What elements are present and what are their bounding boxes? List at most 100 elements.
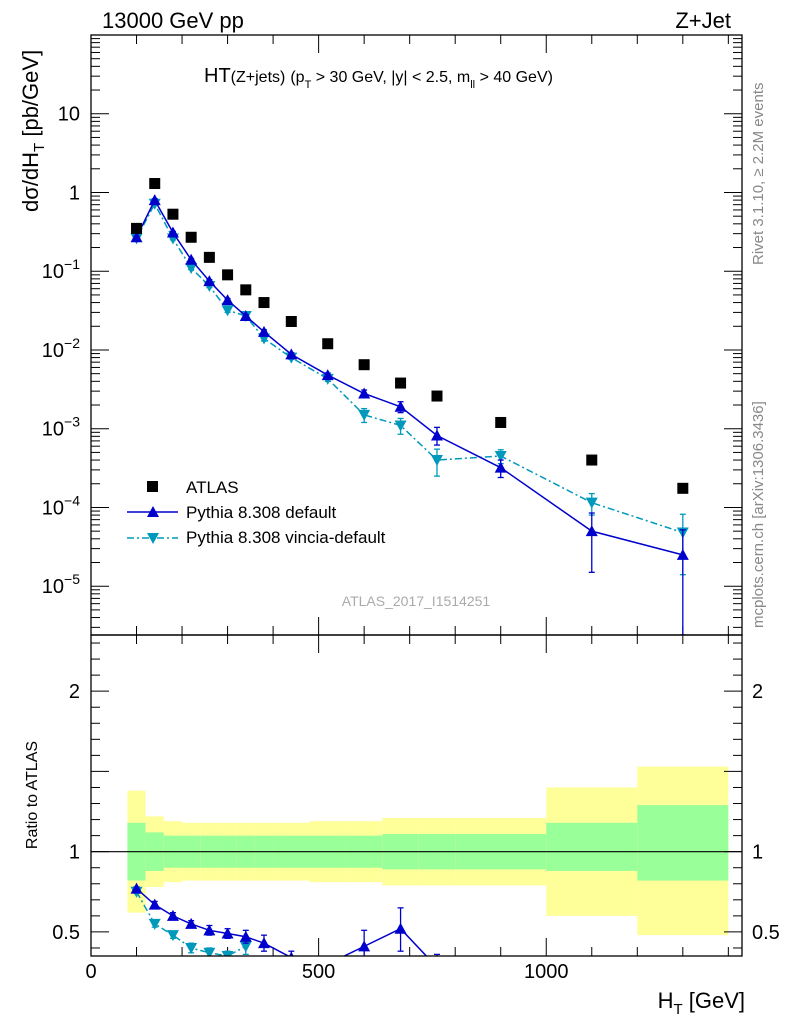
main-y-axis-title-a: dσ/dH bbox=[18, 152, 43, 212]
atlas-point bbox=[258, 297, 270, 309]
pythia-vincia-point bbox=[494, 451, 507, 463]
analysis-watermark: ATLAS_2017_I1514251 bbox=[342, 593, 491, 609]
pythia-vincia-point bbox=[430, 455, 443, 467]
chart-title-cuts-c: > 40 GeV) bbox=[475, 69, 553, 86]
chart-title-cuts-b-sub: ll bbox=[470, 79, 475, 91]
ratio-pythia-default-point bbox=[166, 909, 179, 921]
ratio-pythia-default-point bbox=[358, 940, 371, 952]
main-y-tick-exponent: −5 bbox=[64, 571, 80, 587]
main-y-tick-mantissa: 10 bbox=[42, 261, 64, 283]
ratio-pythia-vincia-point bbox=[203, 947, 216, 956]
atlas-point bbox=[285, 315, 297, 327]
ratio-pythia-default-point bbox=[130, 882, 143, 894]
ratio-y-tick-label: 1 bbox=[69, 842, 80, 864]
ratio-pythia-vincia-point bbox=[166, 930, 179, 942]
pythia-default-point bbox=[239, 310, 252, 322]
ratio-y-tick-label: 2 bbox=[69, 681, 80, 703]
pythia-vincia-point bbox=[585, 497, 598, 509]
main-y-tick-mantissa: 10 bbox=[42, 419, 64, 441]
rivet-version-label: Rivet 3.1.10, ≥ 2.2M events bbox=[750, 83, 767, 266]
header-right-label: Z+Jet bbox=[675, 8, 731, 33]
pythia-default-point bbox=[321, 369, 334, 381]
main-y-tick-exponent: −2 bbox=[64, 335, 80, 351]
pythia-default-point bbox=[585, 525, 598, 537]
ratio-band-inner bbox=[546, 822, 638, 871]
mcplots-source-label: mcplots.cern.ch [arXiv:1306.3436] bbox=[750, 401, 767, 628]
main-y-tick-label: 10 bbox=[58, 104, 80, 126]
main-y-tick-label: 10−5 bbox=[42, 571, 80, 598]
atlas-point bbox=[185, 231, 197, 243]
pythia-default-point bbox=[285, 348, 298, 360]
pythia-default-point bbox=[394, 400, 407, 412]
main-y-tick-label: 10−3 bbox=[42, 414, 80, 441]
ratio-pythia-default-point bbox=[185, 917, 198, 929]
x-axis-title-sub: T bbox=[673, 1001, 682, 1018]
main-y-tick-exponent: −4 bbox=[64, 492, 80, 508]
pythia-default-point bbox=[494, 461, 507, 473]
pythia-vincia-point bbox=[394, 420, 407, 432]
x-axis-title: HT [GeV] bbox=[658, 988, 745, 1018]
chart-title: HT(Z+jets) (pT > 30 GeV, |y| < 2.5, mll >… bbox=[204, 65, 553, 91]
ratio-band-inner bbox=[637, 805, 729, 881]
ratio-y-tick-label: 0.5 bbox=[52, 922, 80, 944]
ratio-y-axis-title: Ratio to ATLAS bbox=[24, 741, 41, 849]
atlas-point bbox=[677, 482, 689, 494]
main-y-tick-mantissa: 10 bbox=[42, 340, 64, 362]
main-y-axis-title-b: [pb/GeV] bbox=[18, 50, 43, 143]
atlas-point bbox=[395, 377, 407, 389]
main-y-tick-mantissa: 1 bbox=[69, 182, 80, 204]
pythia-vincia-line bbox=[135, 202, 684, 534]
x-tick-label: 0 bbox=[85, 961, 96, 983]
pythia-default-point bbox=[166, 226, 179, 238]
ratio-tick-labels: 0.5 0.5 1 1 2 2 0 500 1000 bbox=[52, 681, 780, 983]
pythia-default-point bbox=[358, 387, 371, 399]
legend-marker-atlas bbox=[147, 481, 158, 492]
chart-title-main: HT bbox=[204, 65, 231, 87]
ratio-pythia-vincia-point bbox=[221, 951, 234, 956]
pythia-default-point bbox=[130, 231, 143, 243]
pythia-vincia-point bbox=[358, 409, 371, 421]
pythia-default-point bbox=[185, 253, 198, 265]
x-tick-label: 1000 bbox=[524, 961, 569, 983]
pythia-default-point bbox=[221, 294, 234, 306]
atlas-point bbox=[222, 269, 234, 281]
pythia-vincia-point bbox=[185, 262, 198, 274]
main-y-tick-label: 1 bbox=[69, 182, 80, 204]
main-y-tick-exponent: −1 bbox=[64, 256, 80, 272]
chart-title-sub: (Z+jets) bbox=[231, 69, 286, 86]
main-y-tick-exponent: −3 bbox=[64, 414, 80, 430]
ratio-frame bbox=[90, 634, 743, 957]
main-y-tick-mantissa: 10 bbox=[42, 497, 64, 519]
x-tick-label: 500 bbox=[302, 961, 335, 983]
main-y-axis-title-sub: T bbox=[31, 143, 48, 152]
ratio-pythia-default-point bbox=[257, 937, 270, 949]
ratio-uncertainty-bands bbox=[127, 766, 729, 936]
pythia-default-point bbox=[257, 325, 270, 337]
main-y-tick-label: 10−4 bbox=[42, 492, 80, 519]
atlas-point bbox=[358, 359, 370, 371]
chart-title-cuts-a: (p bbox=[290, 69, 304, 86]
atlas-point bbox=[240, 284, 252, 296]
ratio-pythia-default-point bbox=[288, 951, 294, 956]
pythia-vincia-point bbox=[221, 305, 234, 317]
pythia-default-point bbox=[148, 194, 161, 206]
chart-title-cuts-a-sub: T bbox=[305, 79, 312, 91]
pythia-default-line bbox=[135, 198, 684, 556]
ratio-pythia-default-point bbox=[221, 927, 234, 939]
main-y-axis-title: dσ/dHT [pb/GeV] bbox=[18, 50, 48, 212]
pythia-default-point bbox=[430, 429, 443, 441]
main-plot-area bbox=[130, 178, 689, 635]
x-axis-title-a: H bbox=[658, 988, 674, 1013]
legend-marker-pythia-vincia bbox=[147, 533, 159, 544]
atlas-point bbox=[149, 178, 161, 190]
ratio-y-tick-label-right: 1 bbox=[752, 842, 763, 864]
ratio-panel: 0.5 0.5 1 1 2 2 0 500 1000 Ratio to ATLAS HT [Ge… bbox=[24, 634, 780, 1018]
ratio-pythia-default-point bbox=[394, 922, 407, 934]
ratio-y-tick-label-right: 0.5 bbox=[752, 922, 780, 944]
header-left-label: 13000 GeV pp bbox=[102, 8, 244, 33]
main-y-tick-mantissa: 10 bbox=[42, 576, 64, 598]
atlas-point bbox=[131, 222, 143, 234]
legend-label-atlas: ATLAS bbox=[186, 478, 239, 497]
